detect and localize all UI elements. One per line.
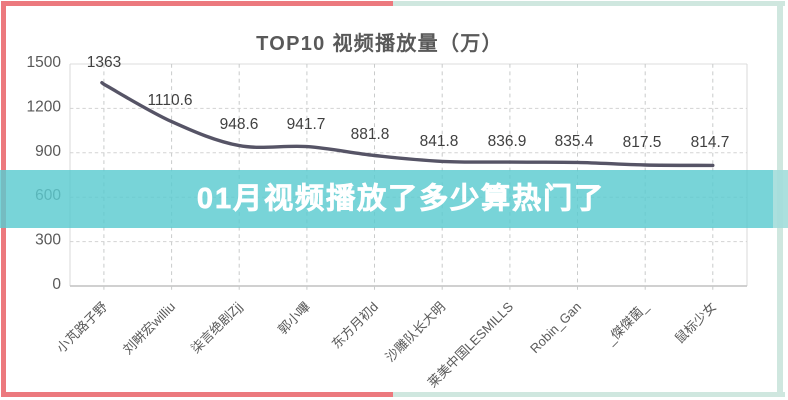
svg-text:鼠标少女: 鼠标少女 [672, 299, 719, 346]
svg-text:841.8: 841.8 [420, 133, 459, 150]
svg-text:柒言绝剧Zjj: 柒言绝剧Zjj [188, 299, 245, 356]
svg-text:835.4: 835.4 [555, 133, 594, 150]
svg-text:900: 900 [35, 143, 61, 160]
svg-text:郭小嗶: 郭小嗶 [275, 299, 313, 337]
svg-text:小芃路子野: 小芃路子野 [54, 299, 111, 356]
svg-text:沙雕队长大明: 沙雕队长大明 [382, 299, 448, 365]
svg-text:1200: 1200 [27, 98, 62, 115]
svg-text:_傑傑菌_: _傑傑菌_ [602, 298, 652, 348]
svg-text:817.5: 817.5 [623, 134, 662, 151]
svg-text:1500: 1500 [27, 54, 62, 71]
svg-text:TOP10 视频播放量（万）: TOP10 视频播放量（万） [256, 31, 503, 55]
svg-text:刘畊宏williu: 刘畊宏williu [120, 299, 178, 357]
svg-text:948.6: 948.6 [220, 116, 259, 133]
svg-text:Robin_Gan: Robin_Gan [527, 299, 584, 356]
svg-text:814.7: 814.7 [691, 134, 730, 151]
svg-text:1110.6: 1110.6 [147, 92, 192, 109]
svg-text:941.7: 941.7 [287, 116, 326, 133]
svg-text:836.9: 836.9 [488, 133, 527, 150]
svg-text:0: 0 [52, 276, 61, 293]
svg-text:881.8: 881.8 [351, 126, 390, 143]
svg-text:1363: 1363 [87, 54, 121, 71]
svg-text:300: 300 [35, 232, 61, 249]
svg-text:东方月初d: 东方月初d [329, 299, 381, 351]
